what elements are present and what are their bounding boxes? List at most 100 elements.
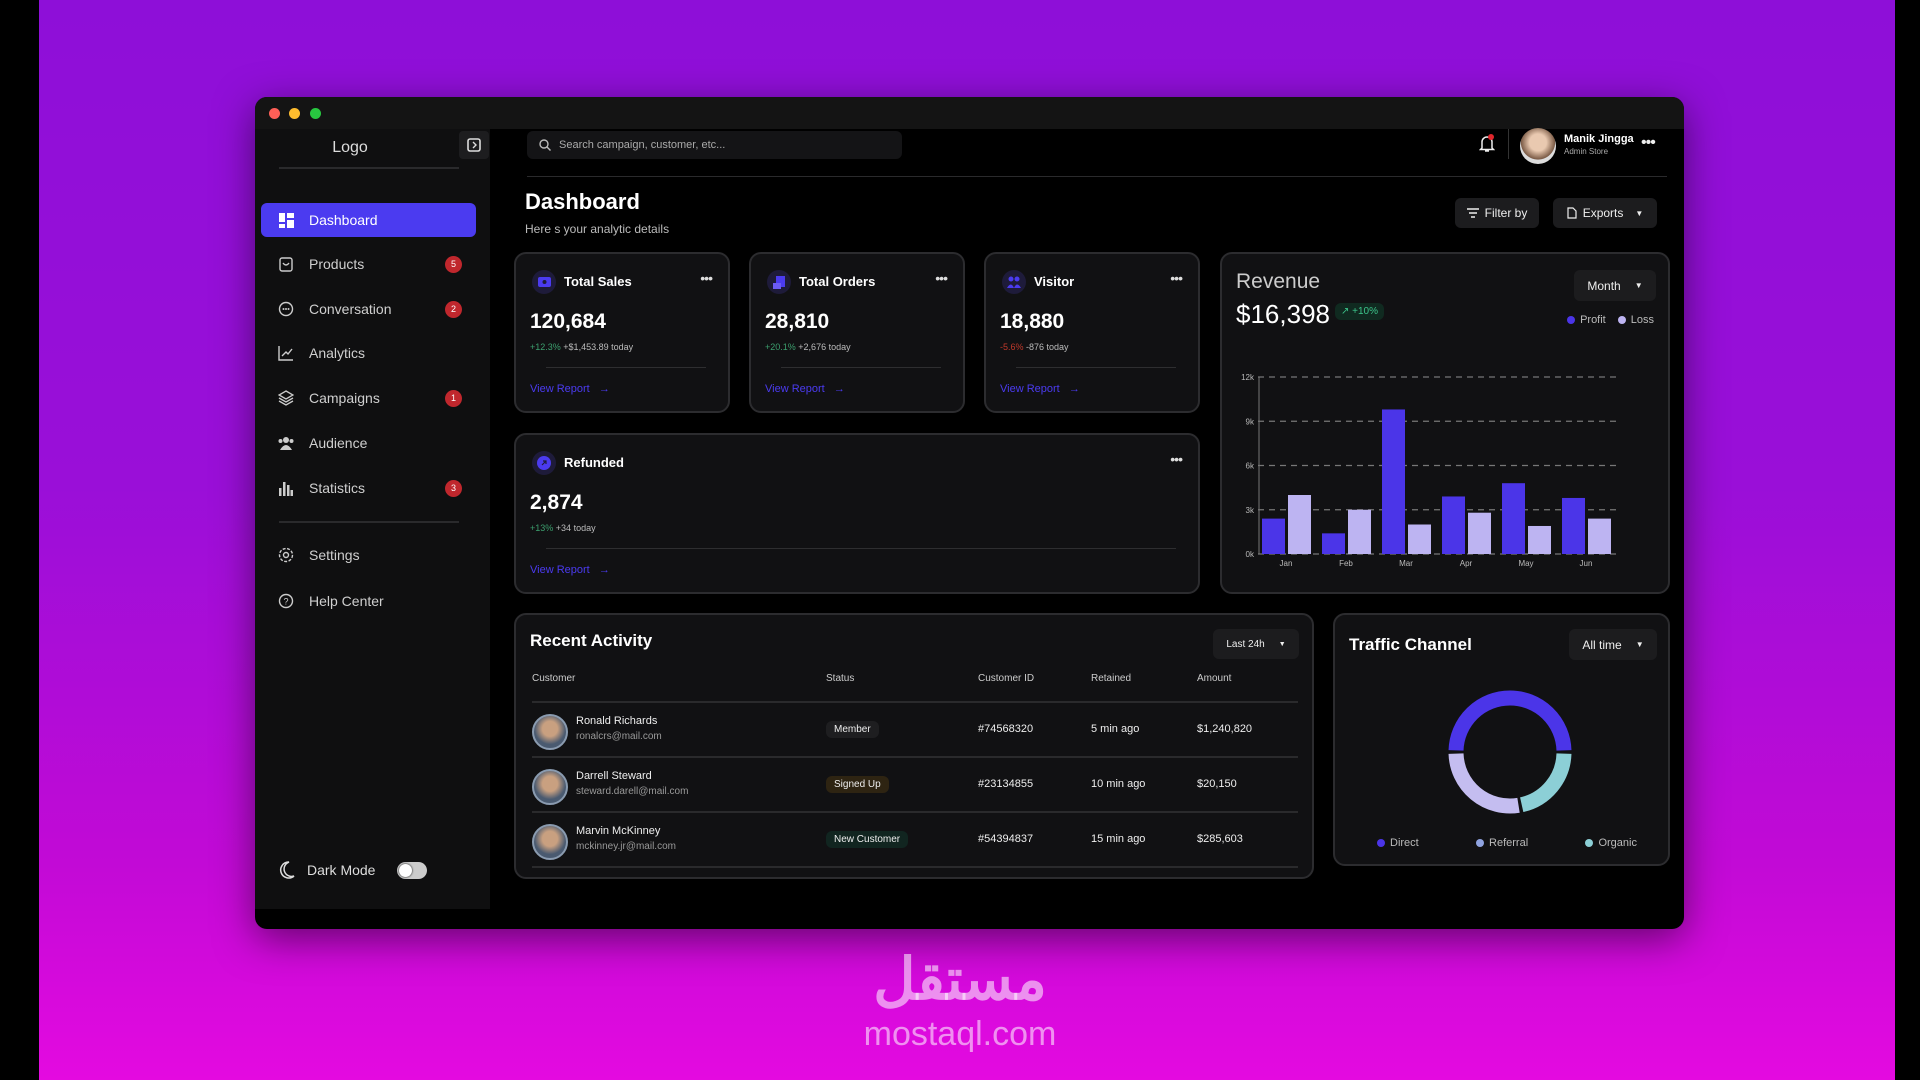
sidebar-item-campaigns[interactable]: Campaigns 1 <box>261 381 476 415</box>
search-input[interactable]: Search campaign, customer, etc... <box>527 131 902 159</box>
filter-button[interactable]: Filter by <box>1455 198 1539 228</box>
table-row[interactable]: Ronald Richards ronalcrs@mail.com Member… <box>532 701 1298 756</box>
sidebar-item-settings[interactable]: Settings <box>261 538 476 572</box>
search-icon <box>539 139 551 151</box>
bar-loss-jan <box>1288 495 1311 554</box>
sidebar-collapse-icon <box>467 138 481 152</box>
sidebar-item-dashboard[interactable]: Dashboard <box>261 203 476 237</box>
divider <box>279 167 459 169</box>
customer-id: #23134855 <box>978 778 1034 790</box>
exports-dropdown[interactable]: Exports ▼ <box>1553 198 1657 228</box>
sidebar-item-help-center[interactable]: ? Help Center <box>261 584 476 618</box>
view-report-link[interactable]: View Report → <box>765 383 845 395</box>
more-icon[interactable]: ••• <box>700 270 713 286</box>
column-header: Customer <box>532 673 576 684</box>
more-icon[interactable]: ••• <box>935 270 948 286</box>
bar-loss-feb <box>1348 509 1371 554</box>
more-options-icon[interactable]: ••• <box>1641 134 1656 151</box>
revenue-amount: $16,398 <box>1236 299 1330 329</box>
traffic-legend: Direct Referral Organic <box>1377 837 1637 849</box>
view-report-link[interactable]: View Report → <box>530 564 610 576</box>
revenue-card: Revenue $16,398 ↗ +10% Month ▼ Profit Los… <box>1220 252 1670 594</box>
table-row[interactable]: Marvin McKinney mckinney.jr@mail.com New… <box>532 811 1298 866</box>
view-report-link[interactable]: View Report → <box>1000 383 1080 395</box>
customer-email: ronalcrs@mail.com <box>576 731 662 742</box>
exports-label: Exports <box>1582 206 1624 220</box>
status-badge: New Customer <box>826 831 909 848</box>
dark-mode-row: Dark Mode <box>279 861 428 879</box>
bar-profit-may <box>1502 483 1525 554</box>
chat-icon <box>277 300 295 318</box>
bar-loss-may <box>1528 525 1551 554</box>
y-tick-label: 0k <box>1246 550 1255 559</box>
notification-badge: 3 <box>445 479 462 497</box>
logo: Logo <box>332 139 368 156</box>
user-avatar[interactable] <box>1520 128 1556 164</box>
page-title: Dashboard <box>525 189 640 214</box>
customer-id: #54394837 <box>978 833 1034 845</box>
y-tick-label: 12k <box>1241 373 1255 382</box>
chevron-down-icon: ▼ <box>1635 208 1644 218</box>
sidebar-item-label: Audience <box>309 435 368 451</box>
header-divider <box>527 176 1667 177</box>
filter-label: Filter by <box>1484 206 1528 220</box>
close-window-button[interactable] <box>269 108 280 119</box>
revenue-bar-chart: 0k 3k 6k 9k 12k Jan Feb Mar Apr May Jun <box>1241 373 1618 568</box>
view-report-link[interactable]: View Report → <box>530 383 610 395</box>
app-window: Logo Dashboard Products 5 Conversation 2 A… <box>255 97 1684 929</box>
period-dropdown[interactable]: Month ▼ <box>1574 270 1656 301</box>
maximize-window-button[interactable] <box>310 108 321 119</box>
page-subtitle: Here s your analytic details <box>525 222 670 236</box>
customer-avatar <box>532 769 568 805</box>
customer-email: steward.darell@mail.com <box>576 786 689 797</box>
y-tick-label: 3k <box>1246 506 1255 515</box>
customer-avatar <box>532 824 568 860</box>
column-header: Retained <box>1091 673 1132 684</box>
more-icon[interactable]: ••• <box>1170 451 1183 467</box>
sidebar-item-conversation[interactable]: Conversation 2 <box>261 292 476 326</box>
x-tick-label: Apr <box>1460 559 1473 568</box>
legend-loss: Loss <box>1617 314 1654 326</box>
status-badge: Member <box>826 721 879 738</box>
revenue-title: Revenue <box>1236 270 1321 293</box>
customer-name: Darrell Steward <box>576 770 652 782</box>
bar-profit-feb <box>1322 533 1345 554</box>
traffic-channel-card: Traffic Channel All time ▼ Direct Referra… <box>1333 613 1670 866</box>
dark-mode-toggle[interactable] <box>397 861 428 879</box>
x-tick-label: May <box>1518 559 1533 568</box>
table-row[interactable]: Darrell Steward steward.darell@mail.com … <box>532 756 1298 811</box>
x-tick-label: Feb <box>1339 559 1353 568</box>
period-label: Last 24h <box>1226 638 1265 650</box>
sidebar-item-analytics[interactable]: Analytics <box>261 336 476 370</box>
sidebar-toggle-button[interactable] <box>459 131 489 159</box>
bar-profit-mar <box>1382 409 1405 554</box>
activity-period-dropdown[interactable]: Last 24h ▼ <box>1213 629 1299 659</box>
amount: $285,603 <box>1197 833 1243 845</box>
minimize-window-button[interactable] <box>289 108 300 119</box>
sidebar-item-products[interactable]: Products 5 <box>261 247 476 281</box>
amount: $1,240,820 <box>1197 723 1253 735</box>
section-title: Recent Activity <box>530 631 653 650</box>
filter-icon <box>1466 208 1479 218</box>
column-header: Amount <box>1197 673 1232 684</box>
bell-icon[interactable] <box>1479 134 1495 154</box>
column-header: Customer ID <box>978 673 1035 684</box>
card-value: 2,874 <box>530 491 583 514</box>
sidebar-item-statistics[interactable]: Statistics 3 <box>261 471 476 505</box>
section-title: Traffic Channel <box>1349 635 1472 654</box>
sidebar-item-audience[interactable]: Audience <box>261 426 476 460</box>
document-icon <box>1567 207 1577 219</box>
x-tick-label: Jan <box>1280 559 1293 568</box>
traffic-period-dropdown[interactable]: All time ▼ <box>1569 629 1657 660</box>
users-icon <box>1002 270 1026 294</box>
stat-card-visitor: Visitor ••• 18,880 -5.6% -876 today View… <box>984 252 1200 413</box>
divider <box>546 367 706 368</box>
divider <box>279 521 459 523</box>
receipt-icon <box>767 270 791 294</box>
customer-name: Ronald Richards <box>576 715 658 727</box>
donut-slice-direct <box>1448 690 1572 751</box>
card-change: +20.1% +2,676 today <box>765 342 851 352</box>
period-label: Month <box>1587 278 1621 293</box>
bag-icon <box>277 255 295 273</box>
more-icon[interactable]: ••• <box>1170 270 1183 286</box>
